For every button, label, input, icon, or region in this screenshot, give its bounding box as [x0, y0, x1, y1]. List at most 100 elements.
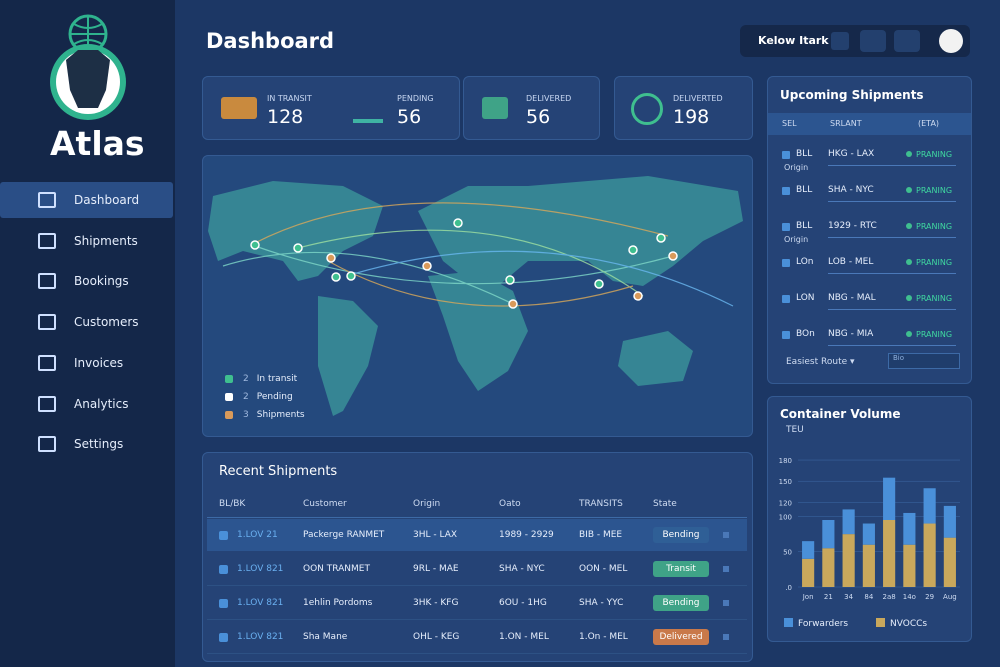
checkbox[interactable]	[219, 530, 228, 540]
x-tick-label: Jon	[802, 593, 814, 601]
legend-label: Forwarders	[798, 619, 848, 629]
legend-count: 2	[243, 374, 249, 384]
column-header: SEL	[782, 119, 797, 128]
cell: 1.LOV 821	[237, 598, 284, 608]
recent-table: BL/BK Customer Origin Oato TRANSITS State 1.LO…	[207, 489, 747, 659]
chevron	[782, 187, 790, 195]
legend-label: In transit	[256, 374, 298, 384]
column-header: (ETA)	[918, 119, 940, 128]
shipment-row[interactable]: BLL SHA - NYC PRANING	[768, 185, 971, 215]
icon-button[interactable]	[831, 32, 849, 50]
x-tick-label: 21	[824, 593, 833, 601]
avatar[interactable]	[939, 29, 963, 53]
status: PRANING	[916, 186, 953, 195]
bar	[883, 520, 896, 587]
nav-icon	[38, 314, 56, 331]
status: PRANING	[916, 330, 953, 339]
table-row[interactable]: 1.LOV 21 Packerge RANMET 3HL - LAX 1989 - 2…	[207, 519, 747, 551]
chevron	[782, 259, 790, 267]
nav-item[interactable]: Dashboard	[0, 182, 173, 218]
bar	[943, 505, 956, 538]
search-text: Bio	[893, 354, 905, 362]
legend-label: NVOCCs	[890, 619, 927, 629]
stat-label: DELIVERED	[526, 94, 572, 103]
cell: 3HL - LAX	[413, 530, 458, 540]
cell: 1.ON - MEL	[499, 632, 549, 642]
chevron	[782, 295, 790, 303]
checkbox[interactable]	[219, 632, 228, 642]
bar	[903, 544, 916, 587]
nav-icon	[38, 436, 56, 453]
row-action[interactable]	[723, 600, 729, 606]
select-label: Easiest Route	[786, 357, 848, 367]
search-input[interactable]: Bio	[888, 353, 960, 369]
bar	[923, 523, 936, 587]
table-header: BL/BK Customer Origin Oato TRANSITS State	[207, 489, 747, 518]
checkbox[interactable]	[219, 598, 228, 608]
stat-value: 56	[397, 106, 422, 128]
legend-item: 2 In transit	[225, 370, 305, 388]
row-action[interactable]	[723, 566, 729, 572]
chart: .0 50 100 120 150 180 Jon 21 34 84 2a8 14o 29 Aug Forw…	[779, 457, 960, 629]
nav-item[interactable]: Shipments	[0, 223, 175, 259]
x-tick-label: Aug	[943, 593, 957, 601]
stat-value: 56	[526, 106, 551, 128]
table-row[interactable]: 1.LOV 821 OON TRANMET 9RL - MAE SHA - NYC OO…	[207, 553, 747, 586]
row-action[interactable]	[723, 532, 729, 538]
panel-title: Upcoming Shipments	[780, 88, 924, 102]
status: PRANING	[916, 258, 953, 267]
cell: 1ehlin Pordoms	[303, 598, 373, 608]
nav-label: Dashboard	[74, 193, 140, 207]
legend-item: 2 Pending	[225, 388, 305, 406]
legend-count: 3	[243, 410, 249, 420]
map-legend: 2 In transit 2 Pending 3 Shipments	[225, 370, 305, 424]
shipment-id: BLL	[796, 149, 813, 159]
nav-label: Shipments	[74, 233, 138, 248]
shipment-row[interactable]: BOn NBG - MIA PRANING	[768, 329, 971, 359]
nav-item[interactable]: Invoices	[0, 345, 175, 381]
shipment-sub: Origin	[784, 235, 809, 244]
shipment-row[interactable]: BLL Origin HKG - LAX PRANING	[768, 149, 971, 179]
world-map	[208, 176, 743, 416]
shipment-row[interactable]: LOn LOB - MEL PRANING	[768, 257, 971, 287]
stat-label: IN TRANSIT	[267, 94, 312, 103]
nav-icon	[38, 232, 56, 249]
table-row[interactable]: 1.LOV 821 1ehlin Pordoms 3HK - KFG 6OU - 1H…	[207, 587, 747, 620]
upcoming-panel: Upcoming Shipments SEL SRLANT (ETA) BLL Orig…	[767, 76, 972, 384]
nav-item[interactable]: Settings	[0, 426, 175, 462]
bar	[943, 537, 956, 587]
shipment-id: BLL	[796, 185, 813, 195]
map-panel: 2 In transit 2 Pending 3 Shipments	[202, 155, 753, 437]
stat-card: IN TRANSIT 128 PENDING 56	[202, 76, 460, 140]
cell: 3HK - KFG	[413, 598, 459, 608]
shipment-id: LOn	[796, 257, 814, 267]
chevron	[782, 151, 790, 159]
x-tick-label: 84	[864, 593, 873, 601]
route: LOB - MEL	[828, 257, 956, 274]
route-select[interactable]: Easiest Route ▾	[786, 357, 855, 367]
user-name[interactable]: Kelow Itark	[758, 34, 829, 47]
cell: OON TRANMET	[303, 564, 370, 574]
search-button[interactable]	[894, 30, 920, 52]
page-title: Dashboard	[206, 29, 335, 53]
shipment-row[interactable]: LON NBG - MAL PRANING	[768, 293, 971, 323]
nav-item[interactable]: Bookings	[0, 263, 175, 299]
checkbox[interactable]	[219, 564, 228, 574]
icon-button[interactable]	[860, 30, 886, 52]
cell: 9RL - MAE	[413, 564, 459, 574]
row-action[interactable]	[723, 634, 729, 640]
cell: 1989 - 2929	[499, 530, 554, 540]
nav-label: Analytics	[74, 396, 129, 411]
status-dot	[906, 151, 912, 157]
nav-item[interactable]: Analytics	[0, 386, 175, 422]
route: NBG - MIA	[828, 329, 956, 346]
y-tick-label: 50	[783, 549, 792, 557]
legend-swatch	[784, 618, 793, 627]
route: SHA - NYC	[828, 185, 956, 202]
shipment-row[interactable]: BLL Origin 1929 - RTC PRANING	[768, 221, 971, 251]
x-tick-label: 29	[925, 593, 934, 601]
table-row[interactable]: 1.LOV 821 Sha Mane OHL - KEG 1.ON - MEL 1.On…	[207, 621, 747, 654]
nav-item[interactable]: Customers	[0, 304, 175, 340]
stat-card: DELIVERED 56	[463, 76, 600, 140]
panel-title: Recent Shipments	[219, 464, 338, 479]
